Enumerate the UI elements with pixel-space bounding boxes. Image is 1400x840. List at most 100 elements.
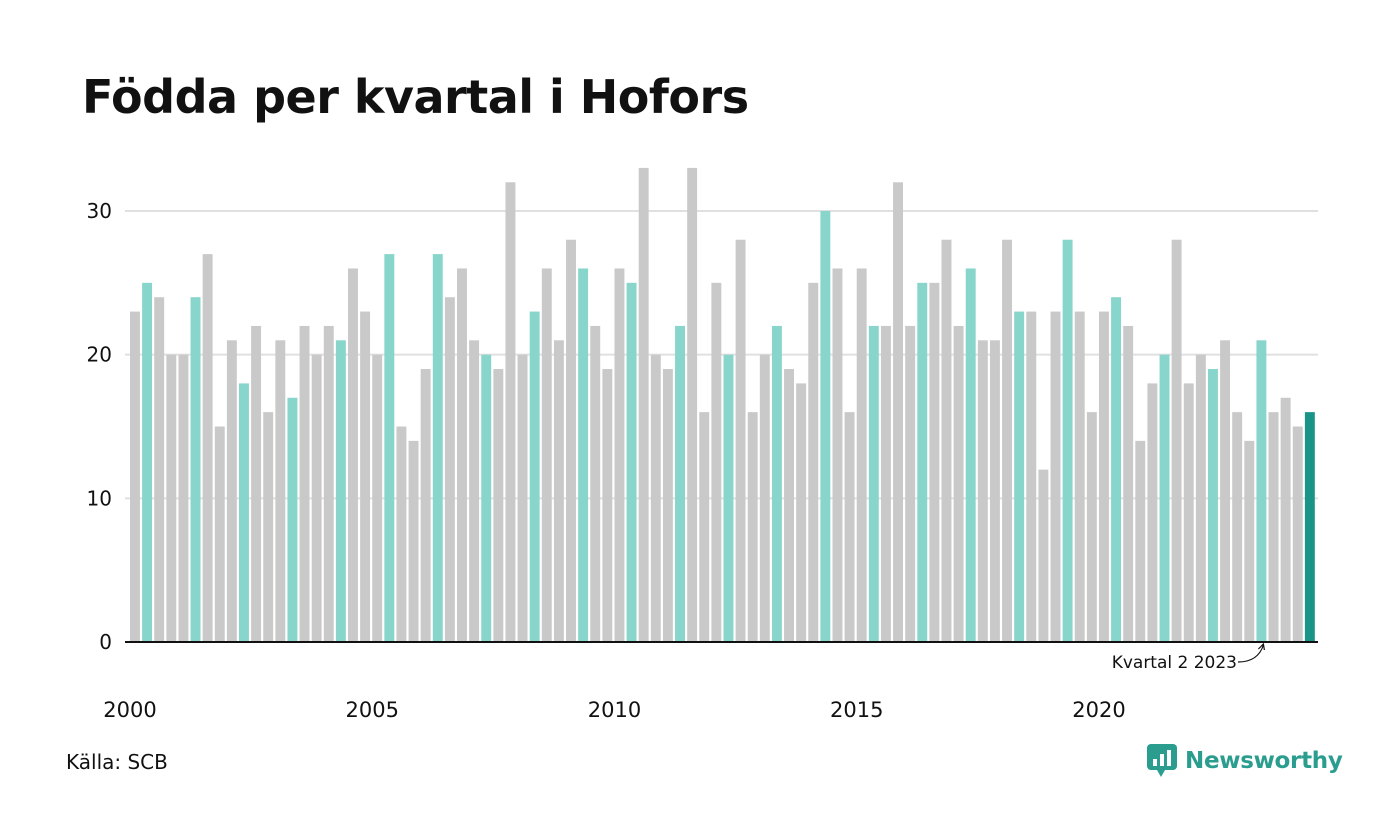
- bar-2005-q2: [384, 254, 395, 642]
- bar-2016-q1: [905, 325, 916, 642]
- bar-2018-q3: [1026, 311, 1037, 642]
- bar-2010-q2: [626, 282, 637, 642]
- bar-2010-q4: [650, 354, 661, 642]
- bar-2017-q3: [977, 340, 988, 642]
- bar-2023-q4: [1280, 397, 1291, 642]
- bar-2017-q4: [989, 340, 1000, 642]
- bar-2018-q2: [1014, 311, 1025, 642]
- bar-2006-q4: [457, 268, 467, 642]
- y-axis-ticks: 0 10 20 30: [87, 199, 112, 654]
- bar-2016-q2: [917, 282, 928, 642]
- bar-2017-q1: [953, 325, 964, 642]
- bar-2021-q3: [1171, 239, 1182, 643]
- bar-2007-q4: [505, 182, 516, 642]
- bar-2000-q3: [154, 297, 165, 642]
- bar-2008-q4: [553, 340, 564, 642]
- latest-annotation: Kvartal 2 2023: [1112, 642, 1265, 673]
- bar-2021-q1: [1147, 383, 1158, 642]
- bar-2008-q2: [529, 311, 540, 642]
- bar-2013-q3: [784, 369, 794, 642]
- bar-2015-q3: [880, 325, 891, 642]
- y-tick-label: 10: [87, 486, 112, 510]
- bar-2018-q1: [1002, 239, 1013, 643]
- bar-2011-q2: [675, 325, 685, 642]
- x-tick-label: 2005: [346, 698, 399, 722]
- bar-2002-q2: [239, 383, 249, 642]
- bar-2010-q1: [614, 268, 625, 642]
- bar-2009-q2: [578, 268, 589, 642]
- bar-2006-q3: [444, 297, 455, 642]
- bar-2023-q2: [1256, 340, 1267, 642]
- bar-2016-q3: [929, 282, 940, 642]
- bar-2017-q2: [965, 268, 976, 642]
- bar-2004-q1: [323, 325, 334, 642]
- bar-2015-q4: [893, 182, 903, 642]
- bar-2015-q1: [856, 268, 867, 642]
- bar-2006-q1: [420, 369, 431, 642]
- bar-2014-q4: [844, 412, 855, 642]
- bar-2024-q1: [1292, 426, 1303, 642]
- bar-2019-q3: [1074, 311, 1085, 642]
- bar-2009-q3: [590, 325, 601, 642]
- bar-2002-q3: [251, 325, 262, 642]
- bar-2020-q2: [1111, 297, 1122, 642]
- bar-2011-q4: [699, 412, 710, 642]
- bar-2013-q4: [796, 383, 807, 642]
- bar-2008-q3: [541, 268, 552, 642]
- bar-2001-q1: [178, 354, 189, 642]
- bar-2022-q4: [1232, 412, 1243, 642]
- bar-2001-q3: [202, 254, 213, 642]
- x-tick-label: 2000: [103, 698, 156, 722]
- bar-2012-q2: [723, 354, 734, 642]
- brand-logo: Newsworthy: [1147, 744, 1343, 778]
- bar-2019-q1: [1050, 311, 1061, 642]
- x-tick-label: 2010: [588, 698, 641, 722]
- bar-2021-q4: [1183, 383, 1194, 642]
- bar-2023-q1: [1244, 440, 1255, 642]
- bar-2000-q2: [142, 282, 153, 642]
- bar-2013-q1: [759, 354, 770, 642]
- y-tick-label: 0: [99, 630, 112, 654]
- bar-2022-q3: [1220, 340, 1231, 642]
- bar-2007-q2: [481, 354, 492, 642]
- bar-2014-q3: [832, 268, 843, 642]
- bar-2002-q1: [226, 340, 237, 642]
- bar-2009-q4: [602, 369, 613, 642]
- bar-2014-q2: [820, 211, 831, 642]
- bar-2014-q1: [808, 282, 819, 642]
- bar-2010-q3: [638, 167, 649, 642]
- bars: [130, 167, 1315, 643]
- bar-2020-q4: [1135, 440, 1146, 642]
- bar-2012-q4: [747, 412, 758, 642]
- bar-2005-q3: [396, 426, 407, 642]
- bar-2003-q3: [299, 325, 310, 642]
- bar-2004-q4: [360, 311, 371, 642]
- bar-2006-q2: [432, 254, 443, 642]
- bar-2007-q3: [493, 369, 504, 642]
- bar-2023-q3: [1268, 412, 1279, 642]
- bar-2003-q2: [287, 397, 298, 642]
- x-axis-ticks: 2000 2005 2010 2015 2020: [103, 698, 1125, 722]
- chart-title: Födda per kvartal i Hofors: [82, 70, 749, 124]
- bar-2002-q4: [263, 412, 274, 642]
- annotation-label: Kvartal 2 2023: [1112, 653, 1237, 673]
- bar-2001-q2: [190, 297, 201, 642]
- bar-2008-q1: [517, 354, 528, 642]
- bar-2015-q2: [868, 325, 879, 642]
- bar-2018-q4: [1038, 469, 1049, 642]
- x-tick-label: 2015: [830, 698, 883, 722]
- brand-name: Newsworthy: [1185, 748, 1343, 774]
- bar-2005-q1: [372, 354, 383, 642]
- bar-2000-q1: [130, 311, 140, 642]
- bar-2020-q3: [1123, 325, 1134, 642]
- bar-2012-q3: [735, 239, 746, 643]
- bar-2019-q4: [1086, 412, 1097, 642]
- x-tick-label: 2020: [1072, 698, 1125, 722]
- bar-2003-q1: [275, 340, 286, 642]
- bar-2007-q1: [469, 340, 480, 642]
- bar-2001-q4: [214, 426, 225, 642]
- bar-2016-q4: [941, 239, 952, 643]
- bar-2000-q4: [166, 354, 177, 642]
- bar-2012-q1: [711, 282, 722, 642]
